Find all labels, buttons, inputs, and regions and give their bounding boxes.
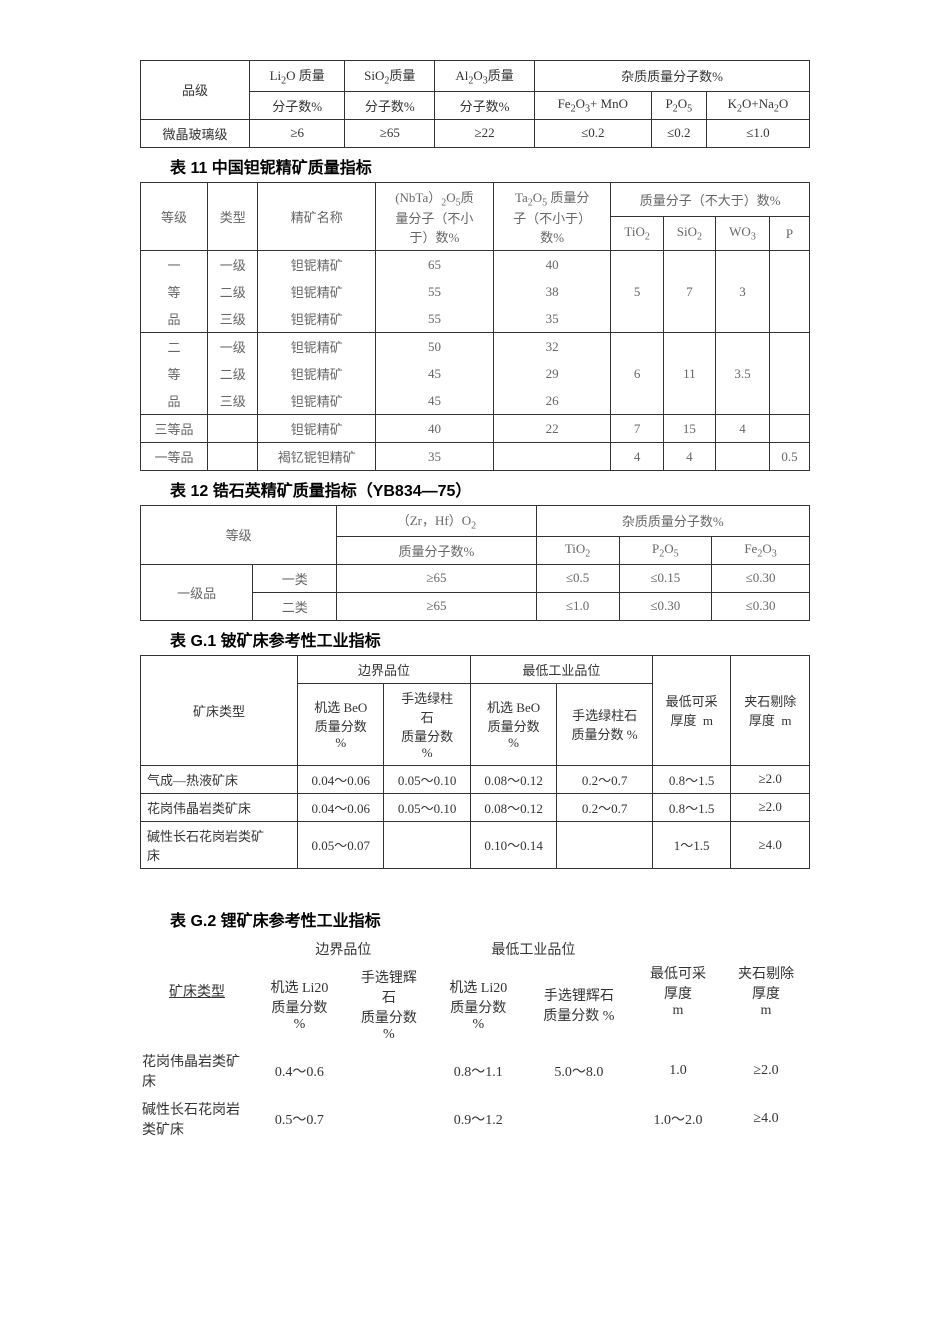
cell-al2o3: ≥22 — [435, 119, 535, 147]
hg1-beo: 机选 BeO质量分数% — [298, 683, 384, 765]
table-row: 碱性长石花岗岩类矿床 0.05～0.07 0.10～0.14 1～1.5 ≥4.… — [141, 821, 810, 868]
hg1-type: 矿床类型 — [141, 655, 298, 765]
h-wo3: WO3 — [715, 217, 769, 251]
h-sio2: SiO2 — [663, 217, 715, 251]
hg2-li20-2: 机选 Li20质量分数% — [433, 963, 524, 1047]
header-al2o3-2: 分子数% — [435, 91, 535, 119]
h12-zrhf2: 质量分子数% — [337, 536, 536, 564]
header-impurity: 杂质质量分子数% — [534, 61, 809, 92]
h-leixing: 类型 — [208, 182, 258, 251]
h-name: 精矿名称 — [258, 182, 375, 251]
hg1-reject: 夹石剔除厚度 m — [731, 655, 810, 765]
hg2-spod-2: 手选锂辉石质量分数 % — [524, 963, 634, 1047]
table-g1: 矿床类型 边界品位 最低工业品位 最低可采厚度 m 夹石剔除厚度 m 机选 Be… — [140, 655, 810, 883]
cell-sio2: ≥65 — [345, 119, 435, 147]
h12-zrhf: （Zr，Hf）O2 — [337, 506, 536, 537]
hg2-spod: 手选锂辉石质量分数% — [345, 963, 433, 1047]
hg1-beo2: 机选 BeO质量分数% — [470, 683, 556, 765]
table-row: 气成—热液矿床 0.04～0.06 0.05～0.10 0.08～0.12 0.… — [141, 765, 810, 793]
header-li2o-2: 分子数% — [250, 91, 345, 119]
table-row: 碱性长石花岗岩类矿床 0.5～0.7 0.9～1.2 1.0～2.0 ≥4.0 — [140, 1095, 810, 1143]
h12-impurity: 杂质质量分子数% — [536, 506, 809, 537]
h-p: P — [770, 217, 810, 251]
table-row: 花岗伟晶岩类矿床 0.04～0.06 0.05～0.10 0.08～0.12 0… — [141, 793, 810, 821]
header-sio2-2: 分子数% — [345, 91, 435, 119]
hg2-boundary: 边界品位 — [254, 935, 433, 963]
h-nbta: (NbTa）2O5质量分子（不小于）数% — [375, 182, 493, 251]
hg2-minimum: 最低工业品位 — [433, 935, 634, 963]
table-11: 等级 类型 精矿名称 (NbTa）2O5质量分子（不小于）数% Ta2O5 质量… — [140, 182, 810, 472]
header-li2o-1: Li2O 质量 — [250, 61, 345, 92]
caption-table12: 表 12 锆石英精矿质量指标（YB834—75） — [170, 477, 810, 501]
cell-fe2o3: ≤0.2 — [534, 119, 651, 147]
cell-k2o: ≤1.0 — [706, 119, 809, 147]
h12-p2o5: P2O5 — [619, 536, 712, 564]
hg1-thick: 最低可采厚度 m — [652, 655, 731, 765]
hg1-minimum: 最低工业品位 — [470, 655, 652, 683]
cell-li2o: ≥6 — [250, 119, 345, 147]
hg2-li20: 机选 Li20质量分数% — [254, 963, 345, 1047]
caption-table11: 表 11 中国钽铌精矿质量指标 — [170, 154, 810, 178]
h-tio2: TiO2 — [611, 217, 663, 251]
table-row: 一级品 一类 ≥65 ≤0.5 ≤0.15 ≤0.30 — [141, 564, 810, 592]
header-sio2-1: SiO2质量 — [345, 61, 435, 92]
hg2-thick: 最低可采厚度m — [634, 935, 722, 1047]
table-row: 一等品 褐钇铌钽精矿 35 4 4 0.5 — [141, 443, 810, 471]
hg1-green2: 手选绿柱石质量分数 % — [557, 683, 653, 765]
hg1-green: 手选绿柱石质量分数% — [384, 683, 470, 765]
h12-dengji: 等级 — [141, 506, 337, 565]
h12-tio2: TiO2 — [536, 536, 619, 564]
h12-fe2o3: Fe2O3 — [712, 536, 810, 564]
table-row: 二 一级 钽铌精矿 50 32 6 11 3.5 — [141, 333, 810, 361]
hg1-boundary: 边界品位 — [298, 655, 471, 683]
header-fe2o3: Fe2O3+ MnO — [534, 91, 651, 119]
table-g2: 矿床类型 边界品位 最低工业品位 最低可采厚度m 夹石剔除厚度m 机选 Li20… — [140, 935, 810, 1143]
h-ta2o5: Ta2O5 质量分子（不小于）数% — [493, 182, 610, 251]
header-p2o5: P2O5 — [651, 91, 706, 119]
table-12: 等级 （Zr，Hf）O2 杂质质量分子数% 质量分子数% TiO2 P2O5 F… — [140, 505, 810, 621]
hg2-type: 矿床类型 — [140, 935, 254, 1047]
h-dengji: 等级 — [141, 182, 208, 251]
cell-p2o5: ≤0.2 — [651, 119, 706, 147]
hg2-reject: 夹石剔除厚度m — [722, 935, 810, 1047]
table-row: 花岗伟晶岩类矿床 0.4～0.6 0.8～1.1 5.0～8.0 1.0 ≥2.… — [140, 1047, 810, 1095]
table-top: 品级 Li2O 质量 SiO2质量 Al2O3质量 杂质质量分子数% 分子数% … — [140, 60, 810, 148]
table-row: 一 一级 钽铌精矿 65 40 5 7 3 — [141, 251, 810, 279]
caption-tableG1: 表 G.1 铍矿床参考性工业指标 — [170, 627, 810, 651]
header-grade: 品级 — [141, 61, 250, 120]
caption-tableG2: 表 G.2 锂矿床参考性工业指标 — [170, 907, 810, 931]
cell-grade: 微晶玻璃级 — [141, 119, 250, 147]
header-al2o3-1: Al2O3质量 — [435, 61, 535, 92]
h-impurity: 质量分子（不大于）数% — [611, 182, 810, 217]
table-row: 三等品 钽铌精矿 40 22 7 15 4 — [141, 415, 810, 443]
header-k2o: K2O+Na2O — [706, 91, 809, 119]
